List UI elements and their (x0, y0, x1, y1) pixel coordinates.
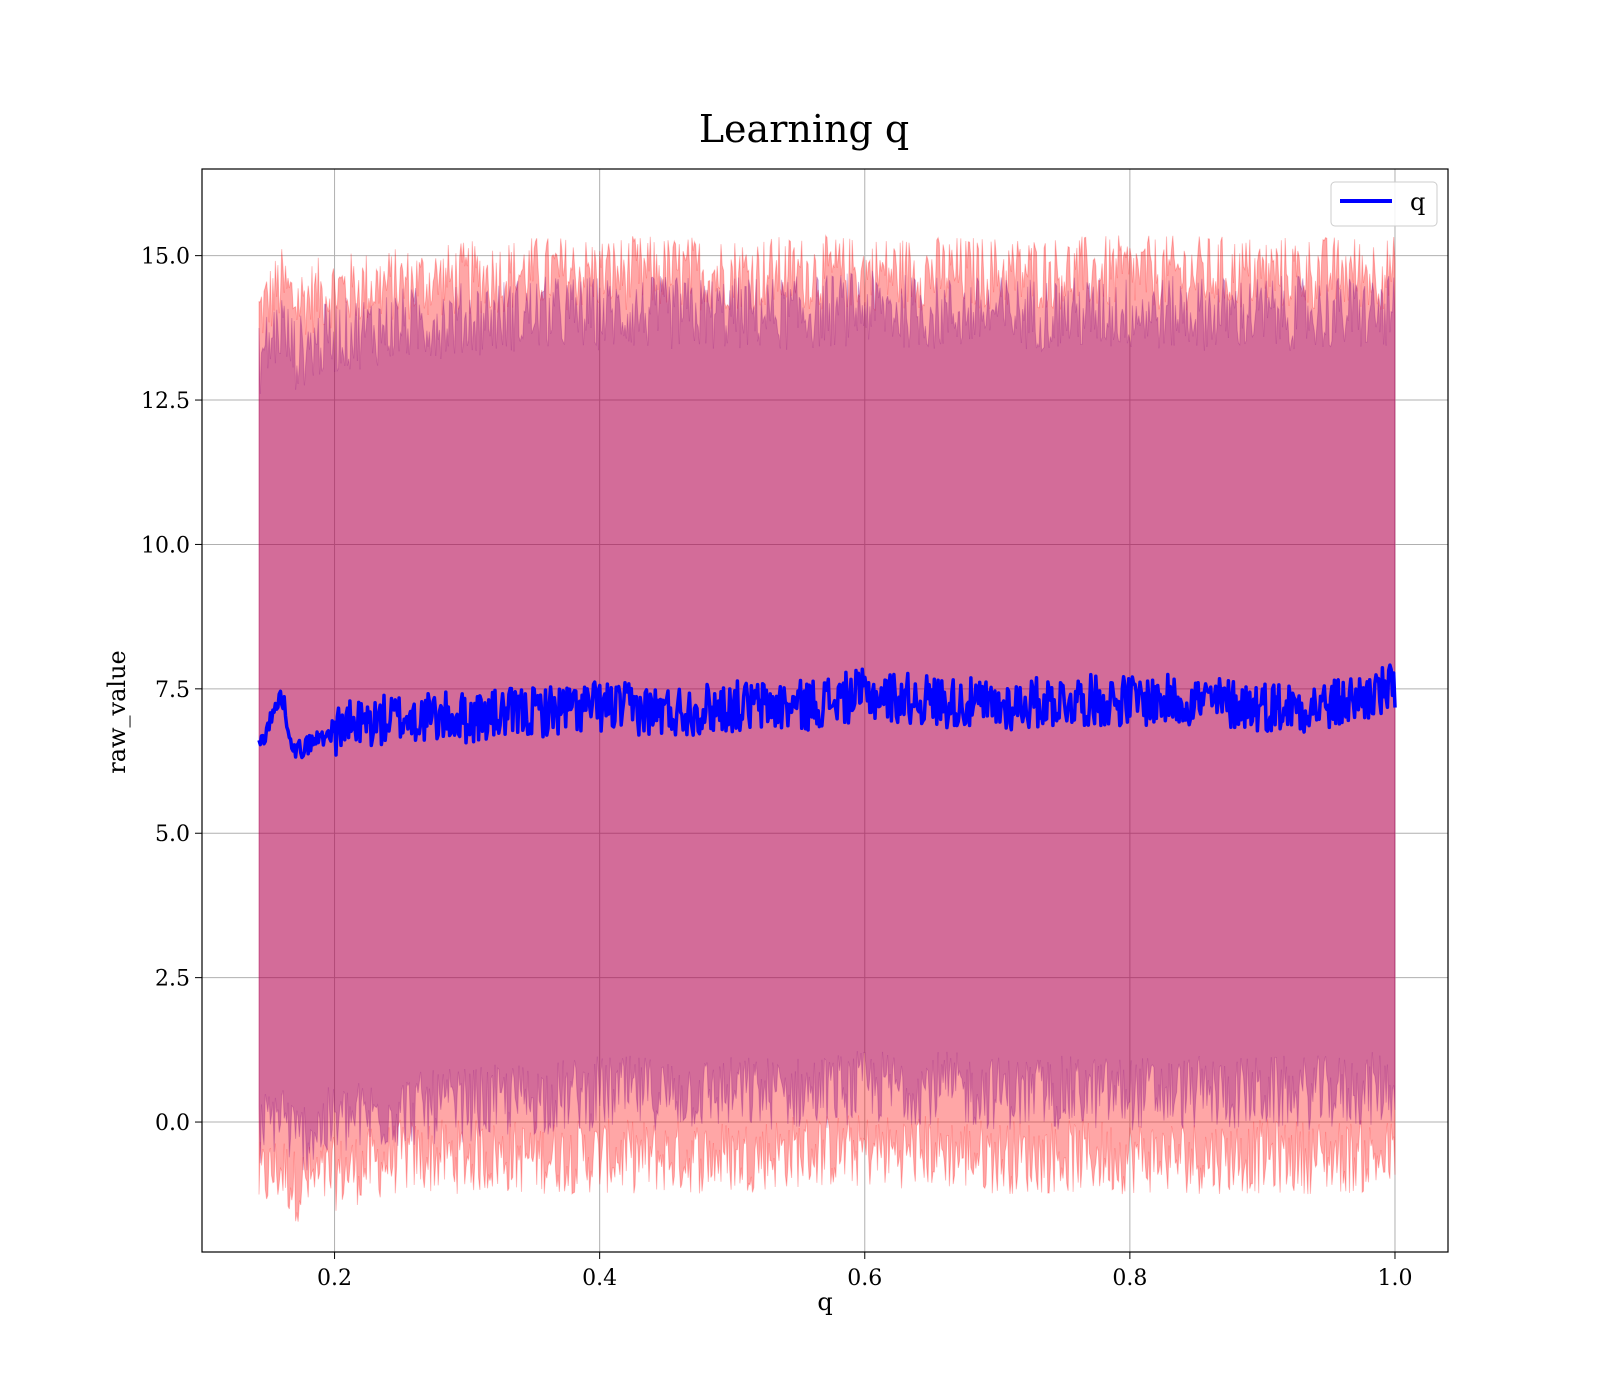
x-axis-title: q (817, 1288, 832, 1316)
y-tick-label: 5.0 (155, 822, 190, 847)
y-axis: 0.0 2.5 5.0 7.5 10.0 12.5 15.0 (141, 245, 202, 1136)
plot-frame (201, 168, 1449, 1253)
y-tick-label: 15.0 (141, 245, 190, 270)
x-tick-label: 0.6 (847, 1266, 882, 1291)
y-tick-label: 12.5 (141, 389, 190, 414)
x-tick-label: 0.4 (582, 1266, 617, 1291)
x-tick-label: 0.2 (317, 1266, 352, 1291)
x-tick-label: 0.8 (1112, 1266, 1147, 1291)
legend-box (1330, 181, 1438, 227)
y-tick-label: 2.5 (155, 967, 190, 992)
series-line-q (257, 663, 1397, 760)
x-axis: 0.2 0.4 0.6 0.8 1.0 (317, 1252, 1412, 1291)
confidence-band-0 (258, 234, 1396, 1222)
confidence-band-1 (258, 270, 1396, 1171)
chart-title: Learning q (699, 107, 909, 151)
y-axis-title: raw_value (103, 650, 131, 774)
plot-area (202, 169, 1448, 1252)
y-tick-label: 7.5 (155, 678, 190, 703)
legend: q (1330, 181, 1438, 227)
x-tick-label: 1.0 (1377, 1266, 1412, 1291)
legend-label-q: q (1410, 188, 1425, 216)
y-tick-label: 0.0 (155, 1111, 190, 1136)
y-tick-label: 10.0 (141, 533, 190, 558)
